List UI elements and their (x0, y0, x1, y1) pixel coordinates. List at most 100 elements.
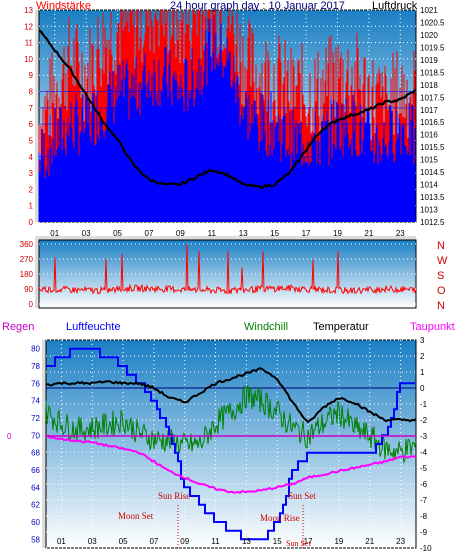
x-tick-label: 01 (57, 537, 66, 546)
x-tick-label: 19 (334, 537, 343, 546)
humidity-series (46, 347, 415, 541)
x-tick-label: 17 (302, 229, 311, 238)
x-tick-label: 13 (239, 229, 248, 238)
axes-panel-1: 0123456789101112131012.510131013.5101410… (24, 6, 445, 238)
header-left-label: Windstärke (36, 0, 91, 12)
legend-regen: Regen (2, 321, 34, 333)
humidity-tick-label: 62 (31, 501, 40, 510)
compass-label: S (437, 270, 444, 282)
humidity-tick-label: 70 (31, 431, 40, 440)
right-tick-label: 1017.5 (420, 93, 445, 102)
x-tick-label: 11 (208, 229, 217, 238)
right-tick-label: 1012.5 (420, 218, 445, 227)
lines-panel-3 (45, 347, 417, 541)
humidity-tick-label: 78 (31, 362, 40, 371)
annotation-moon-rise: Moon Rise (260, 513, 300, 523)
right-tick-label: 1015.5 (420, 143, 445, 152)
right-tick-label: 1016.5 (420, 118, 445, 127)
temp-tick-label: -1 (420, 400, 428, 409)
x-tick-label: 05 (119, 537, 128, 546)
wind-bars (38, 10, 416, 222)
right-tick-label: 1019.5 (420, 43, 445, 52)
x-tick-label: 21 (364, 229, 373, 238)
temp-tick-label: 1 (420, 368, 425, 377)
x-tick-label: 17 (304, 537, 313, 546)
right-tick-label: 1020 (420, 31, 438, 40)
humidity-tick-label: 74 (31, 397, 40, 406)
x-tick-label: 23 (396, 229, 405, 238)
dir-tick-label: 180 (20, 270, 34, 279)
temp-tick-label: -6 (420, 480, 428, 489)
humidity-tick-label: 80 (31, 345, 40, 354)
left-tick-label: 5 (29, 136, 34, 145)
x-tick-label: 23 (396, 537, 405, 546)
dir-tick-label: 270 (20, 255, 34, 264)
right-tick-label: 1017 (420, 106, 438, 115)
left-tick-label: 9 (29, 71, 34, 80)
header-title: 24 hour graph day : 10 Januar 2017 (170, 0, 345, 12)
compass-label: O (437, 285, 446, 297)
left-tick-label: 13 (24, 6, 33, 15)
right-tick-label: 1020.5 (420, 18, 445, 27)
temp-tick-label: 2 (420, 352, 425, 361)
left-tick-label: 6 (29, 120, 34, 129)
pressure-line (38, 30, 416, 190)
x-tick-label: 01 (50, 229, 59, 238)
windchill-series (45, 385, 417, 465)
humidity-tick-label: 76 (31, 379, 40, 388)
right-tick-label: 1013.5 (420, 193, 445, 202)
compass-label: N (437, 300, 445, 312)
temp-tick-label: -3 (420, 432, 428, 441)
dir-tick-label: 360 (20, 240, 34, 249)
temp-tick-label: 0 (420, 384, 425, 393)
x-tick-label: 09 (180, 537, 189, 546)
humidity-tick-label: 64 (31, 483, 40, 492)
compass-label: W (437, 255, 448, 267)
right-tick-label: 1018.5 (420, 68, 445, 77)
left-tick-label: 2 (29, 185, 34, 194)
right-tick-label: 1014 (420, 181, 438, 190)
left-tick-label: 10 (24, 55, 33, 64)
dir-tick-label: 0 (29, 300, 34, 309)
x-tick-label: 19 (333, 229, 342, 238)
x-tick-label: 15 (270, 229, 279, 238)
temp-tick-label: -9 (420, 528, 428, 537)
x-tick-label: 21 (365, 537, 374, 546)
right-tick-label: 1014.5 (420, 168, 445, 177)
x-tick-label: 07 (145, 229, 154, 238)
x-tick-label: 03 (82, 229, 91, 238)
left-tick-label: 3 (29, 169, 34, 178)
annotation-sun-set: Sun Set (288, 491, 316, 501)
left-tick-label: 1 (29, 202, 34, 211)
legend-temperatur: Temperatur (313, 321, 369, 333)
temp-tick-label: -8 (420, 512, 428, 521)
left-tick-label: 7 (29, 104, 34, 113)
right-tick-label: 1018 (420, 81, 438, 90)
regen-tick-label: 0 (7, 432, 12, 441)
right-tick-label: 1013 (420, 206, 438, 215)
wind-direction-series (38, 243, 417, 295)
temp-tick-label: -7 (420, 496, 428, 505)
temp-tick-label: -2 (420, 416, 428, 425)
temp-tick-label: 3 (420, 336, 425, 345)
legend-windchill: Windchill (244, 321, 288, 333)
compass-label: N (437, 240, 445, 252)
x-tick-label: 05 (113, 229, 122, 238)
annotation-moon-set: Moon Set (118, 511, 154, 521)
right-tick-label: 1021 (420, 6, 438, 15)
annotation-sun-set-bottom: Sun Set (286, 539, 311, 548)
humidity-tick-label: 66 (31, 466, 40, 475)
right-tick-label: 1016 (420, 131, 438, 140)
temp-tick-label: -10 (420, 544, 432, 553)
x-tick-label: 03 (88, 537, 97, 546)
right-tick-label: 1019 (420, 56, 438, 65)
dir-tick-label: 90 (24, 285, 33, 294)
left-tick-label: 8 (29, 88, 34, 97)
left-tick-label: 12 (24, 22, 33, 31)
wind-direction-line (38, 243, 417, 295)
legend-luftfeuchte: Luftfeuchte (66, 321, 120, 333)
left-tick-label: 0 (29, 218, 34, 227)
